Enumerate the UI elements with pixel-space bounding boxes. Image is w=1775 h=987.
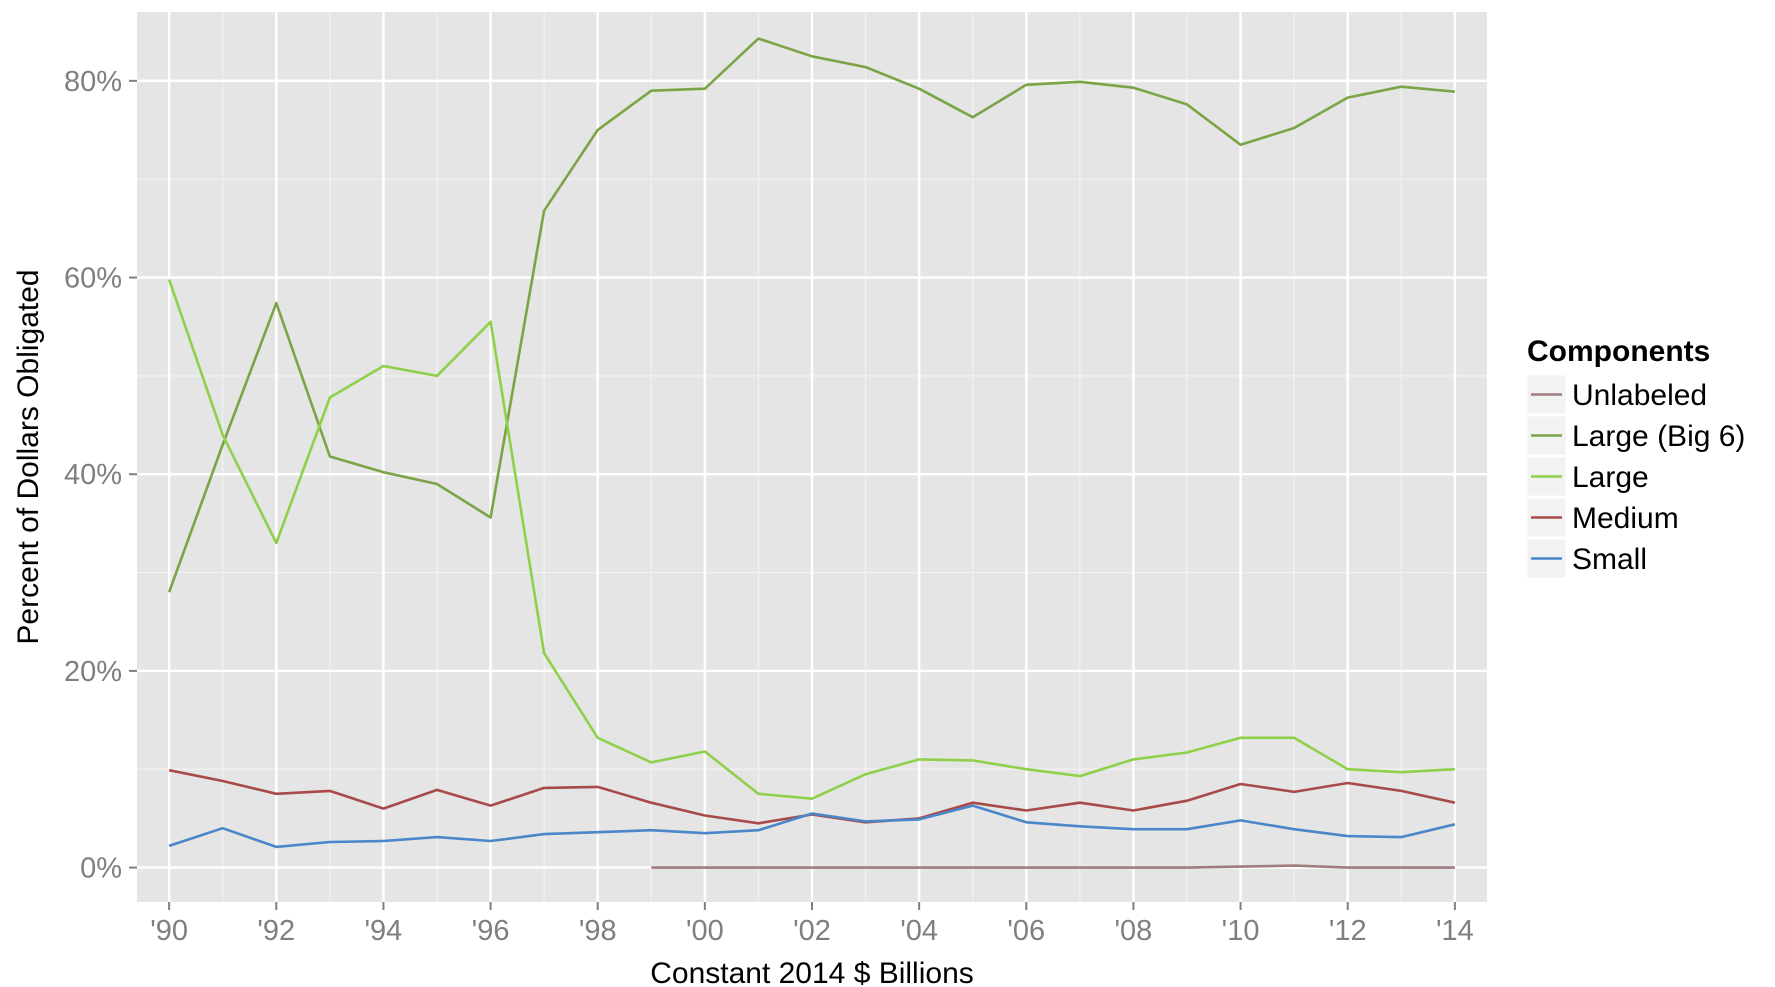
x-tick-label: '10 (1222, 915, 1260, 947)
x-tick-label: '06 (1007, 915, 1045, 947)
x-axis-title: Constant 2014 $ Billions (650, 957, 974, 987)
legend-title: Components (1527, 335, 1710, 368)
legend-label: Large (1572, 461, 1649, 494)
series-line-small (168, 804, 1456, 849)
series-line-large (167, 279, 1455, 801)
x-tick-label: '02 (793, 915, 831, 947)
y-tick-label: 0% (80, 853, 122, 885)
y-tick-label: 20% (64, 656, 122, 688)
y-tick-label: 60% (64, 263, 122, 295)
y-tick-label: 40% (64, 459, 122, 491)
x-tick-label: '94 (365, 915, 403, 947)
legend-label: Small (1572, 543, 1647, 576)
y-tick-label: 80% (64, 66, 122, 98)
x-tick-label: '96 (472, 915, 510, 947)
series-lines (167, 37, 1456, 869)
y-axis: 0% 20% 40% 60% 80% (64, 66, 137, 885)
x-tick-label: '92 (257, 915, 295, 947)
x-tick-label: '98 (579, 915, 617, 947)
series-line-large-big-6 (167, 37, 1456, 593)
legend: Components Unlabeled Large (Big 6) Large Me… (1526, 335, 1745, 579)
x-tick-label: '00 (686, 915, 724, 947)
y-axis-title: Percent of Dollars Obligated (12, 269, 45, 644)
legend-label: Unlabeled (1572, 379, 1707, 412)
x-tick-label: '90 (150, 915, 188, 947)
x-tick-label: '04 (900, 915, 938, 947)
x-tick-label: '08 (1115, 915, 1153, 947)
x-tick-label: '12 (1329, 915, 1367, 947)
major-grid (137, 12, 1487, 902)
x-axis: '90 '92 '94 '96 '98 '00 '02 '04 '06 '08 '10 '12 '14 (150, 902, 1474, 947)
legend-label: Large (Big 6) (1572, 420, 1745, 453)
legend-label: Medium (1572, 502, 1679, 535)
series-line-unlabeled (651, 864, 1455, 869)
x-tick-label: '14 (1436, 915, 1474, 947)
